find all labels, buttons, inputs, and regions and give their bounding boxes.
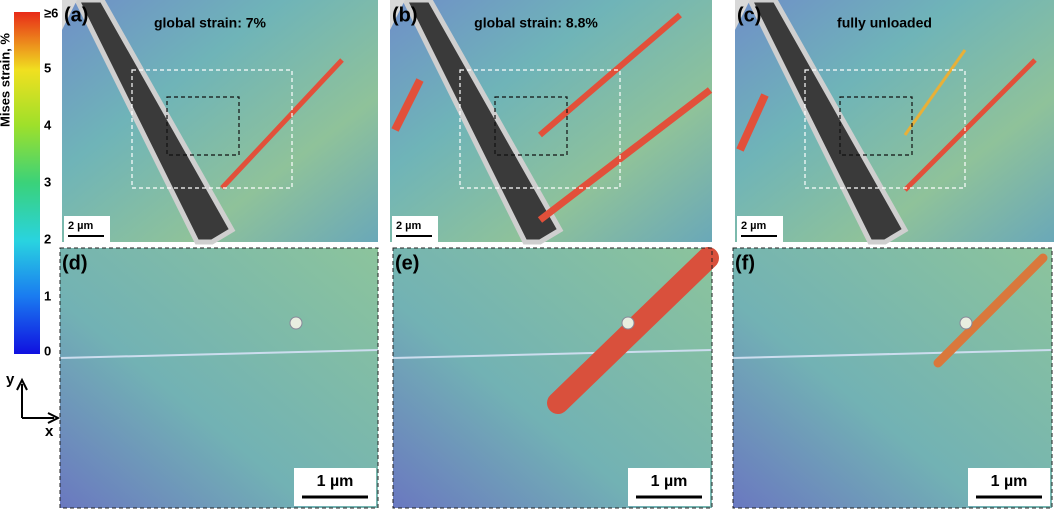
roi-outer bbox=[459, 69, 621, 189]
bright-region bbox=[390, 0, 405, 30]
roi-outer bbox=[131, 69, 293, 189]
shear-band bbox=[547, 247, 719, 414]
scale-label: 1 µm bbox=[991, 473, 1028, 490]
particle bbox=[959, 316, 973, 330]
panel-label: (a) bbox=[64, 4, 88, 26]
roi-inner bbox=[494, 96, 568, 156]
scale-box bbox=[628, 468, 710, 506]
surface-line bbox=[392, 349, 713, 359]
panel-label: (e) bbox=[395, 252, 419, 274]
panel-label: (c) bbox=[737, 4, 761, 26]
grain-boundary bbox=[402, 0, 564, 245]
shear-band bbox=[903, 58, 1037, 192]
bright-region bbox=[735, 0, 750, 30]
scale-box bbox=[737, 216, 783, 242]
panel: fully unloaded 2 µm (c) bbox=[735, 0, 1054, 245]
x-arrow-head bbox=[47, 412, 61, 424]
shear-band bbox=[903, 49, 967, 136]
scale-box bbox=[64, 216, 110, 242]
scale-label: 2 µm bbox=[68, 220, 94, 232]
panel-border bbox=[392, 247, 713, 509]
surface-line bbox=[59, 349, 379, 359]
panel-caption: global strain: 7% bbox=[154, 15, 267, 31]
panel-border bbox=[59, 247, 379, 509]
panel-caption: fully unloaded bbox=[837, 15, 932, 31]
roi-outer bbox=[804, 69, 966, 189]
scale-label: 1 µm bbox=[651, 473, 688, 490]
shear-band bbox=[537, 87, 713, 223]
grain-boundary bbox=[747, 0, 909, 245]
scale-box bbox=[392, 216, 438, 242]
roi-inner bbox=[166, 96, 240, 156]
colorbar-tick-label: 4 bbox=[44, 117, 52, 132]
colorbar-label: Mises strain, % bbox=[0, 33, 12, 127]
scale-box bbox=[294, 468, 376, 506]
shear-band bbox=[391, 78, 424, 132]
colorbar-tick-label: 2 bbox=[44, 231, 51, 246]
scale-box bbox=[968, 468, 1050, 506]
particle bbox=[621, 316, 635, 330]
panel-caption: global strain: 8.8% bbox=[474, 15, 598, 31]
colorbar-tick-label: 3 bbox=[44, 174, 51, 189]
panel-label: (f) bbox=[735, 252, 755, 274]
panel: global strain: 8.8% 2 µm (b) bbox=[390, 0, 713, 245]
scale-label: 2 µm bbox=[396, 220, 422, 232]
roi-inner bbox=[839, 96, 913, 156]
scale-label: 2 µm bbox=[741, 220, 767, 232]
particle bbox=[289, 316, 303, 330]
shear-band bbox=[933, 253, 1048, 368]
panel-label: (b) bbox=[392, 4, 418, 26]
panel: 1 µm (e) bbox=[392, 247, 719, 509]
colorbar bbox=[14, 12, 40, 354]
y-label: y bbox=[6, 371, 15, 388]
shear-band bbox=[220, 58, 344, 190]
panel: 1 µm (f) bbox=[732, 247, 1053, 509]
surface-line bbox=[732, 349, 1053, 359]
grain-boundary bbox=[74, 0, 236, 245]
colorbar-tick-label: 5 bbox=[44, 60, 51, 75]
colorbar-tick-label: ≥6 bbox=[44, 5, 58, 20]
shear-band bbox=[736, 93, 769, 152]
colorbar-tick-label: 1 bbox=[44, 288, 51, 303]
panel: global strain: 7% 2 µm (a) bbox=[62, 0, 378, 245]
panel-label: (d) bbox=[62, 252, 88, 274]
strain-map bbox=[60, 248, 378, 508]
strain-map bbox=[733, 248, 1052, 508]
shear-band bbox=[538, 12, 682, 138]
x-label: x bbox=[45, 423, 54, 440]
bright-region bbox=[62, 0, 77, 30]
panel: 1 µm (d) bbox=[59, 247, 379, 509]
y-arrow-head bbox=[16, 377, 28, 391]
panel-border bbox=[732, 247, 1053, 509]
scale-label: 1 µm bbox=[317, 473, 354, 490]
colorbar-tick-label: 0 bbox=[44, 343, 51, 358]
